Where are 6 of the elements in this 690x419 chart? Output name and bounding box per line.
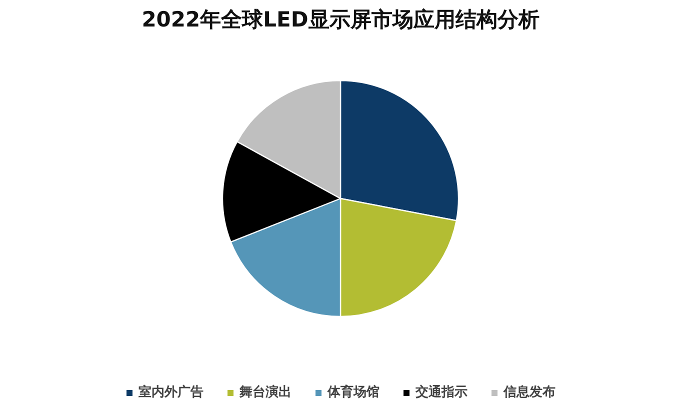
legend-label: 交通指示 <box>416 384 468 401</box>
legend-label: 舞台演出 <box>240 384 292 401</box>
chart-title: 2022年全球LED显示屏市场应用结构分析 <box>142 8 540 32</box>
legend-label: 信息发布 <box>504 384 556 401</box>
legend-label: 室内外广告 <box>138 384 204 401</box>
legend-label: 体育场馆 <box>328 384 380 401</box>
